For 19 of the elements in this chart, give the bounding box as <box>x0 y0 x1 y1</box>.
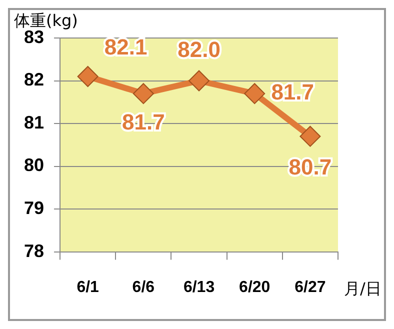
x-tick-label: 6/27 <box>294 278 326 296</box>
y-tick-label: 81 <box>24 112 44 132</box>
x-tick-label: 6/1 <box>76 278 100 296</box>
x-tick-label: 6/6 <box>132 278 155 296</box>
y-tick-label: 78 <box>24 240 44 261</box>
y-tick-label: 79 <box>24 198 44 218</box>
text: 82.0 <box>178 36 220 62</box>
text: 82.1 <box>104 34 148 60</box>
text: 81.7 <box>271 80 314 105</box>
x-tick-label: 6/13 <box>183 278 215 296</box>
y-tick-label: 80 <box>24 155 44 176</box>
y-tick-label: 82 <box>24 70 44 90</box>
point <box>244 83 266 104</box>
x-tick-label: 6/20 <box>239 278 270 296</box>
x-axis-title: 月/日 <box>344 278 382 298</box>
point <box>77 66 98 87</box>
point <box>132 83 154 104</box>
point <box>188 70 210 92</box>
point <box>300 126 321 147</box>
